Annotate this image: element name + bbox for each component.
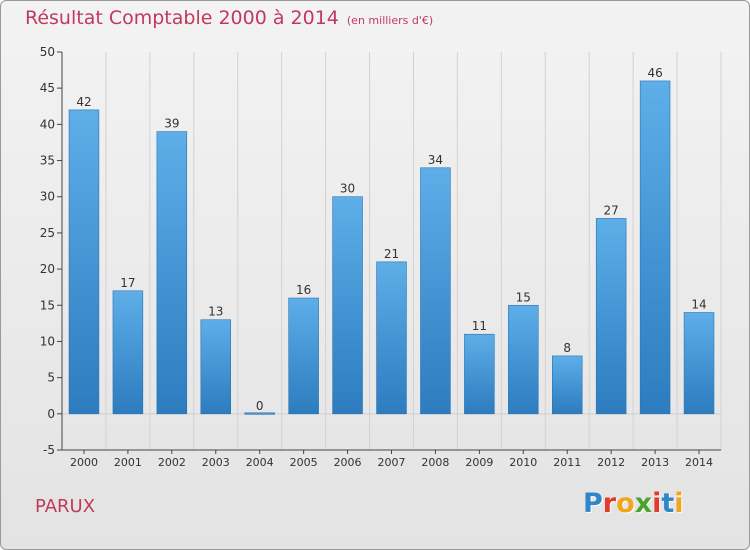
x-tick-label: 2012 (597, 456, 625, 469)
y-tick-label: 5 (47, 371, 55, 385)
bar (68, 109, 100, 415)
bar-value-label: 13 (208, 305, 223, 319)
axis-layer: -5 0 5 10 15 20 25 30 35 40 45 50 2000 2001 2002 2003 20… (40, 45, 721, 469)
bar-value-label: 30 (340, 182, 355, 196)
bar (595, 218, 627, 415)
label-layer: 42 17 39 13 0 16 30 21 34 11 15 8 27 46 14 (76, 66, 706, 413)
logo-letter: t (661, 488, 675, 519)
logo-letter: x (634, 488, 653, 519)
y-tick-label: 25 (40, 226, 55, 240)
bar-value-label: 34 (428, 153, 443, 167)
bar (508, 304, 539, 415)
x-tick-label: 2011 (553, 456, 581, 469)
x-tick-label: 2001 (114, 456, 142, 469)
bar (376, 261, 407, 415)
bar-value-label: 11 (472, 319, 487, 333)
bar (288, 297, 319, 415)
bar (112, 290, 144, 415)
bar (200, 319, 232, 415)
region-name: PARUX (35, 496, 96, 517)
x-tick-label: 2007 (378, 456, 406, 469)
y-tick-label: 50 (40, 45, 55, 59)
x-tick-label: 2002 (158, 456, 186, 469)
chart-title-text: Résultat Comptable 2000 à 2014 (25, 7, 339, 29)
bar (244, 412, 275, 415)
x-tick-label: 2009 (465, 456, 493, 469)
bar-value-label: 42 (76, 95, 91, 109)
bar (156, 131, 188, 415)
y-tick-label: -5 (43, 443, 55, 457)
bar-value-label: 21 (384, 247, 399, 261)
bar-value-label: 16 (296, 283, 311, 297)
bar-value-label: 15 (516, 290, 531, 304)
bar-value-label: 27 (604, 203, 619, 217)
bar (332, 196, 363, 415)
x-tick-label: 2008 (421, 456, 449, 469)
bar-value-label: 14 (691, 298, 706, 312)
x-tick-label: 2005 (290, 456, 318, 469)
chart-subtitle: (en milliers d'€) (346, 14, 434, 27)
logo-letter: o (616, 488, 635, 519)
logo-letter: P (583, 488, 603, 519)
bar-value-label: 46 (647, 66, 662, 80)
chart-title: Résultat Comptable 2000 à 2014 (en millie… (25, 7, 433, 29)
bar (639, 80, 671, 415)
logo-letter: i (674, 488, 684, 519)
x-tick-label: 2004 (246, 456, 274, 469)
x-tick-label: 2010 (509, 456, 537, 469)
logo-letter: i (652, 488, 662, 519)
x-tick-label: 2003 (202, 456, 230, 469)
bar-value-label: 39 (164, 117, 179, 131)
proxiti-logo: Proxiti (583, 488, 684, 519)
y-tick-label: 20 (40, 262, 55, 276)
y-tick-label: 35 (40, 154, 55, 168)
bar (551, 355, 583, 415)
x-tick-label: 2014 (685, 456, 713, 469)
logo-letter: r (602, 488, 617, 519)
bar-value-label: 8 (563, 341, 571, 355)
bar (464, 333, 495, 415)
bar (420, 167, 451, 415)
y-tick-label: 30 (40, 190, 55, 204)
y-tick-label: 15 (40, 298, 55, 312)
y-tick-label: 45 (40, 81, 55, 95)
x-tick-label: 2013 (641, 456, 669, 469)
bar (683, 312, 715, 415)
x-tick-label: 2006 (334, 456, 362, 469)
bar-value-label: 17 (120, 276, 135, 290)
bar-value-label: 0 (256, 399, 264, 413)
y-tick-label: 0 (47, 407, 55, 421)
y-tick-label: 40 (40, 117, 55, 131)
bar-layer (68, 80, 715, 415)
x-tick-label: 2000 (70, 456, 98, 469)
y-tick-label: 10 (40, 334, 55, 348)
